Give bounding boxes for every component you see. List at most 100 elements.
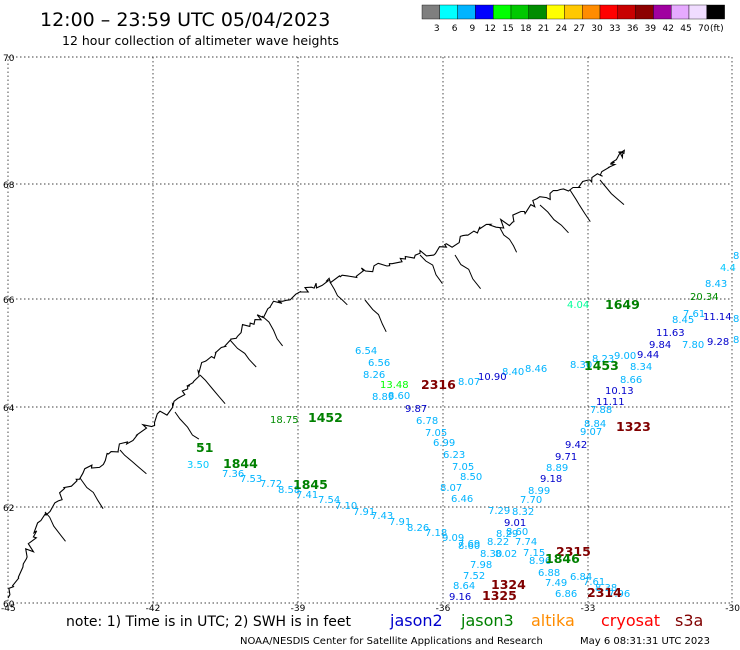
pass-time-label: 1453 bbox=[584, 358, 619, 373]
color-scale-swatch bbox=[421, 4, 440, 20]
wave-height-label: 7.53 bbox=[240, 474, 262, 485]
footer-timestamp: May 6 08:31:31 UTC 2023 bbox=[580, 636, 710, 647]
legend-cryosat: cryosat bbox=[601, 611, 660, 630]
color-scale-label: 18 bbox=[520, 24, 532, 34]
color-scale-label: (ft) bbox=[710, 24, 724, 34]
latitude-labels: 70 68 66 64 62 60 bbox=[3, 54, 15, 610]
color-scale-swatch bbox=[510, 4, 529, 20]
pass-time-label: 2316 bbox=[421, 377, 456, 392]
wave-height-label: 7.61 bbox=[683, 309, 705, 320]
wave-height-label: 8. bbox=[733, 251, 740, 262]
wave-height-label: 8.60 bbox=[458, 541, 480, 552]
wave-height-label: 8.38 bbox=[595, 583, 617, 594]
map-subtitle: 12 hour collection of altimeter wave hei… bbox=[62, 33, 339, 48]
wave-height-label: 20.34 bbox=[690, 292, 719, 303]
wave-height-label: 7.80 bbox=[682, 340, 704, 351]
wave-height-label: 9.44 bbox=[637, 350, 659, 361]
legend-jason2: jason2 bbox=[389, 611, 443, 630]
wave-height-label: 9.16 bbox=[449, 592, 471, 603]
wave-height-label: 6.99 bbox=[433, 438, 455, 449]
wave-height-label: 8.22 bbox=[487, 537, 509, 548]
wave-height-label: 7.10 bbox=[335, 501, 357, 512]
longitude-label: -39 bbox=[291, 604, 306, 614]
wave-height-label: 13.48 bbox=[380, 380, 409, 391]
color-scale-swatch bbox=[653, 4, 672, 20]
pass-time-label: 1324 bbox=[491, 577, 526, 592]
wave-height-label: 8.89 bbox=[372, 392, 394, 403]
color-scale: 3 6 9 12 15 18 21 24 27 30 33 36 39 42 45 70 (ft) bbox=[421, 4, 725, 34]
longitude-label: -42 bbox=[146, 604, 161, 614]
wave-height-label: 8.58 bbox=[278, 485, 300, 496]
color-scale-swatch bbox=[457, 4, 476, 20]
wave-height-label: 8.89 bbox=[546, 463, 568, 474]
wave-height-label: 6.46 bbox=[451, 494, 473, 505]
wave-height-label: 9.00 bbox=[614, 351, 636, 362]
wave-height-label: 7.52 bbox=[463, 571, 485, 582]
wave-height-label: 9.09 bbox=[442, 533, 464, 544]
coastline-fjord bbox=[44, 511, 66, 542]
pass-time-label: 1649 bbox=[605, 297, 640, 312]
color-scale-swatch bbox=[688, 4, 707, 20]
pass-time-label: 1844 bbox=[223, 456, 258, 471]
legend-s3a: s3a bbox=[675, 611, 703, 630]
legend-jason3: jason3 bbox=[460, 611, 514, 630]
color-scale-swatch bbox=[475, 4, 494, 20]
coastline-fjord bbox=[599, 179, 625, 205]
wave-height-label: 8.07 bbox=[458, 377, 480, 388]
longitude-label: -30 bbox=[725, 604, 740, 614]
coastline-fjord bbox=[419, 254, 443, 284]
units-note: note: 1) Time is in UTC; 2) SWH is in fe… bbox=[66, 614, 352, 630]
coastline-fjord bbox=[229, 339, 257, 368]
wave-height-label: 8.60 bbox=[506, 527, 528, 538]
pass-time-label: 1452 bbox=[308, 410, 343, 425]
wave-height-label: 7.05 bbox=[425, 428, 447, 439]
wave-height-label: 8.96 bbox=[529, 556, 551, 567]
color-scale-label: 6 bbox=[452, 24, 458, 34]
wave-height-label: 8.02 bbox=[495, 549, 517, 560]
wave-height-label: 3.50 bbox=[187, 460, 209, 471]
wave-height-label: 8.30 bbox=[480, 549, 502, 560]
wave-height-label: 11.14 bbox=[703, 312, 732, 323]
coastline-fjord bbox=[261, 315, 283, 347]
latitude-label: 66 bbox=[3, 296, 15, 306]
map-title: 12:00 – 23:59 UTC 05/04/2023 bbox=[40, 9, 330, 31]
longitude-label: -45 bbox=[1, 604, 16, 614]
wave-height-label: 7.18 bbox=[425, 528, 447, 539]
wave-height-label: 8.32 bbox=[512, 507, 534, 518]
wave-height-label: 9.18 bbox=[540, 474, 562, 485]
color-scale-label: 3 bbox=[434, 24, 440, 34]
latitude-label: 60 bbox=[3, 600, 15, 610]
wave-height-label: 4.04 bbox=[567, 300, 589, 311]
coastline-fjord bbox=[499, 227, 518, 253]
wave-height-label: 8.26 bbox=[363, 370, 385, 381]
graticule bbox=[8, 57, 732, 603]
color-scale-swatch bbox=[706, 4, 725, 20]
wave-height-label: 8.40 bbox=[502, 367, 524, 378]
plot-frame bbox=[7, 56, 733, 604]
greenland-coastline bbox=[7, 149, 625, 599]
color-scale-swatch bbox=[564, 4, 583, 20]
wave-height-label: 7.41 bbox=[296, 490, 318, 501]
color-scale-label: 24 bbox=[556, 24, 568, 34]
wave-height-label: 7.54 bbox=[318, 495, 340, 506]
color-scale-label: 45 bbox=[680, 24, 691, 34]
wave-height-label: 11.11 bbox=[596, 397, 625, 408]
wave-height-label: 8. bbox=[733, 314, 740, 325]
color-scale-label: 12 bbox=[484, 24, 495, 34]
color-scale-swatch bbox=[617, 4, 636, 20]
color-scale-label: 33 bbox=[609, 24, 620, 34]
color-scale-label: 30 bbox=[591, 24, 603, 34]
wave-height-label: 10.13 bbox=[605, 386, 634, 397]
wave-height-label: 7.91 bbox=[389, 517, 411, 528]
coastline-fjord bbox=[79, 477, 104, 509]
wave-height-label: 8.46 bbox=[525, 364, 547, 375]
wave-height-label: 7.72 bbox=[260, 479, 282, 490]
wave-height-label: 8.99 bbox=[528, 486, 550, 497]
wave-height-label: 8.45 bbox=[672, 315, 694, 326]
wave-height-label: 8.64 bbox=[453, 581, 475, 592]
latitude-label: 62 bbox=[3, 504, 14, 514]
color-scale-label: 9 bbox=[470, 24, 476, 34]
wave-height-label: 7.29 bbox=[488, 506, 510, 517]
